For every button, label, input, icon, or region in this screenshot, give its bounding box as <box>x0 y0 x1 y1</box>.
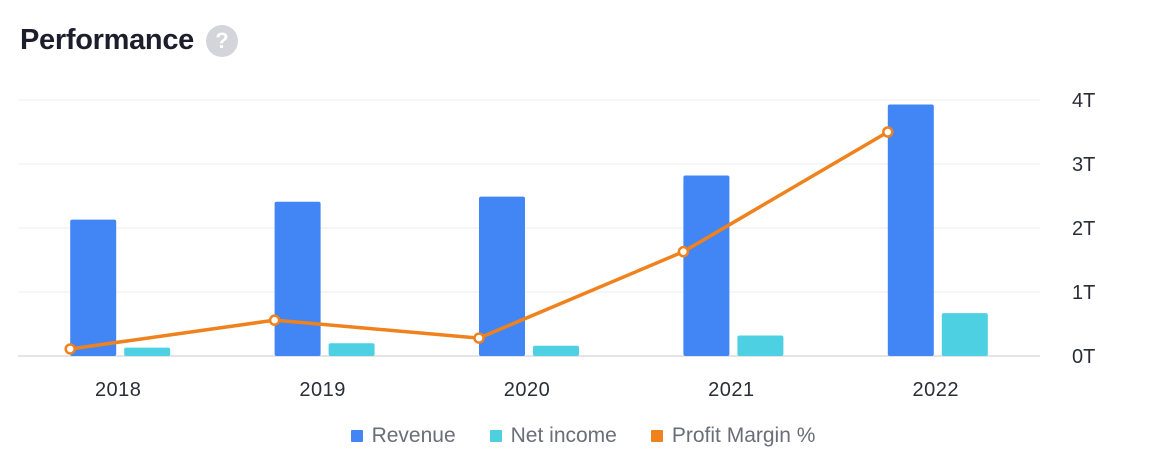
point-profit-margin <box>677 245 690 258</box>
bar-net-income <box>328 343 375 356</box>
point-profit-margin <box>473 332 485 344</box>
legend-item-profit-margin[interactable]: Profit Margin % <box>650 424 816 448</box>
legend-swatch-revenue <box>350 430 363 442</box>
bar-revenue <box>683 175 730 356</box>
bar-revenue <box>274 201 321 356</box>
bar-net-income <box>533 345 579 356</box>
help-icon[interactable]: ? <box>206 24 238 57</box>
bar-net-income <box>737 335 784 356</box>
bar-revenue <box>887 104 934 356</box>
legend-label-revenue: Revenue <box>371 424 456 447</box>
y-tick-label: 1T <box>1072 282 1095 304</box>
point-profit-margin <box>268 314 281 326</box>
y-tick-label: 4T <box>1072 90 1095 112</box>
legend-swatch-net-income <box>489 430 502 442</box>
y-tick-label: 2T <box>1072 218 1095 240</box>
bar-revenue <box>70 219 117 356</box>
legend-label-profit-margin: Profit Margin % <box>671 424 816 447</box>
x-tick-label: 2019 <box>299 379 346 401</box>
chart-header: Performance ? <box>20 24 238 57</box>
performance-chart: 0T 1T 2T 3T 4T 2018 2019 2020 2021 2022 <box>18 90 1095 401</box>
bar-net-income <box>124 347 171 356</box>
bar-revenue <box>479 196 525 356</box>
legend-item-revenue[interactable]: Revenue <box>350 424 456 448</box>
bar-net-income <box>941 313 988 356</box>
point-profit-margin <box>64 343 76 355</box>
x-tick-label: 2018 <box>95 379 142 401</box>
chart-legend: Revenue Net income Profit Margin % <box>0 424 1166 448</box>
point-profit-margin <box>882 126 894 138</box>
page-title: Performance <box>20 24 194 56</box>
x-tick-label: 2021 <box>708 379 755 401</box>
legend-label-net-income: Net income <box>510 424 617 447</box>
y-tick-label: 0T <box>1072 346 1095 368</box>
x-tick-label: 2020 <box>504 379 551 401</box>
x-tick-label: 2022 <box>913 379 960 401</box>
y-tick-label: 3T <box>1072 154 1095 176</box>
legend-swatch-profit-margin <box>650 430 663 442</box>
legend-item-net-income[interactable]: Net income <box>489 424 617 448</box>
